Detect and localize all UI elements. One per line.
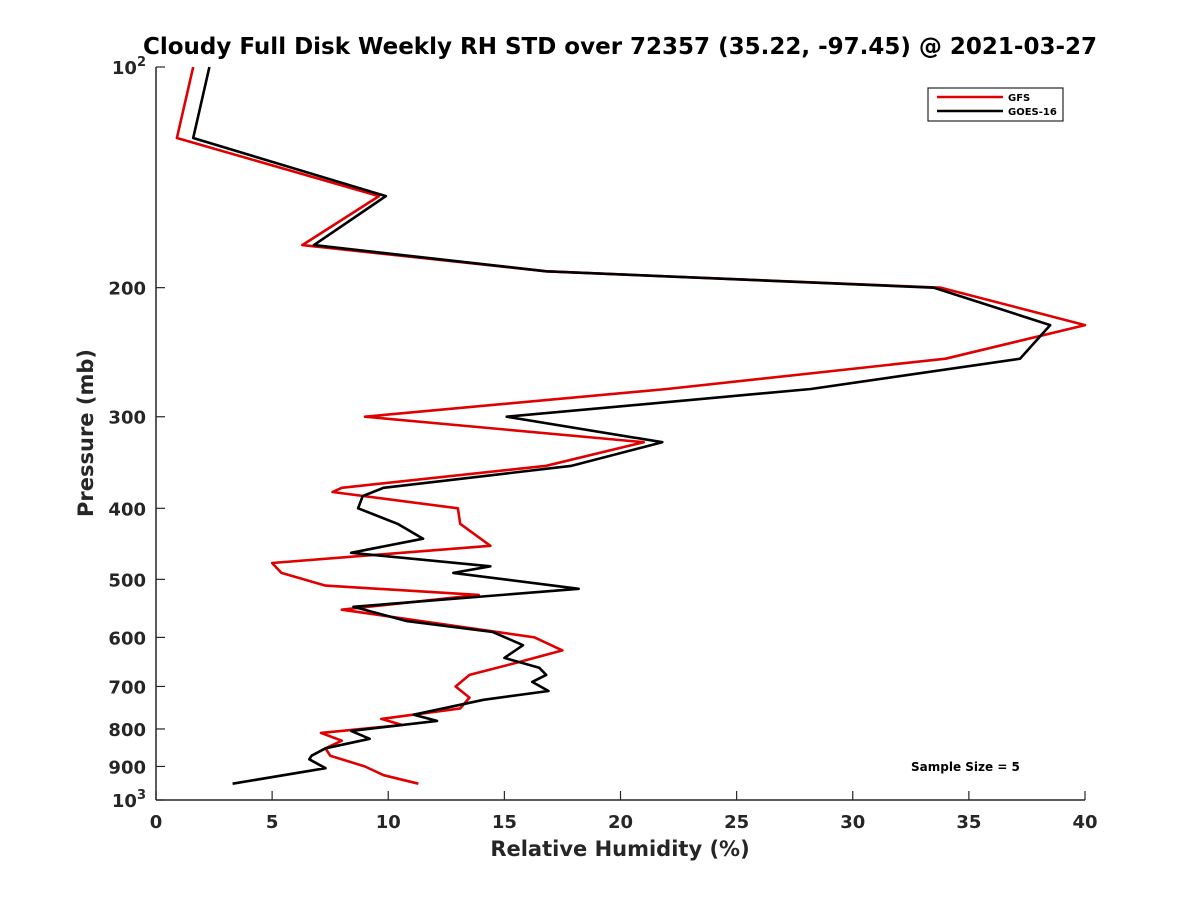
y-tick-label: 200 [108, 279, 146, 300]
x-tick-label: 25 [724, 812, 749, 833]
legend-label-goes16: GOES-16 [1008, 107, 1057, 118]
x-tick-label: 30 [840, 812, 865, 833]
y-tick-label: 400 [108, 499, 146, 520]
legend-box [927, 87, 1064, 122]
y-tick-label: 102 [112, 55, 146, 79]
y-axis-title: Pressure (mb) [74, 349, 98, 517]
plot-background [156, 67, 1085, 800]
x-axis-title: Relative Humidity (%) [490, 837, 749, 861]
y-tick-label: 900 [108, 757, 146, 778]
plot-area: 0 5 10 15 20 25 30 35 40 102 200 300 400 500 600 700 80… [108, 55, 1097, 833]
y-ticks: 102 200 300 400 500 600 700 800 900 103 [108, 55, 165, 812]
x-tick-label: 20 [608, 812, 633, 833]
chart-title: Cloudy Full Disk Weekly RH STD over 7235… [143, 34, 1097, 60]
y-tick-label: 103 [112, 788, 146, 812]
x-tick-label: 10 [376, 812, 401, 833]
x-tick-label: 40 [1072, 812, 1097, 833]
x-tick-label: 5 [266, 812, 279, 833]
x-ticks: 0 5 10 15 20 25 30 35 40 [150, 791, 1098, 833]
y-tick-label: 300 [108, 408, 146, 429]
y-tick-label: 700 [108, 677, 146, 698]
series-line-gfs [175, 66, 1087, 785]
series-line-goes16 [191, 66, 1052, 785]
y-tick-label: 800 [108, 720, 146, 741]
x-tick-label: 35 [956, 812, 981, 833]
series-layer [175, 66, 1087, 785]
x-tick-label: 0 [150, 812, 163, 833]
legend: GFS GOES-16 [927, 87, 1064, 122]
y-tick-label: 600 [108, 628, 146, 649]
x-tick-label: 15 [492, 812, 517, 833]
sample-size-annotation: Sample Size = 5 [911, 760, 1020, 774]
y-tick-label: 500 [108, 570, 146, 591]
legend-label-gfs: GFS [1008, 93, 1030, 104]
